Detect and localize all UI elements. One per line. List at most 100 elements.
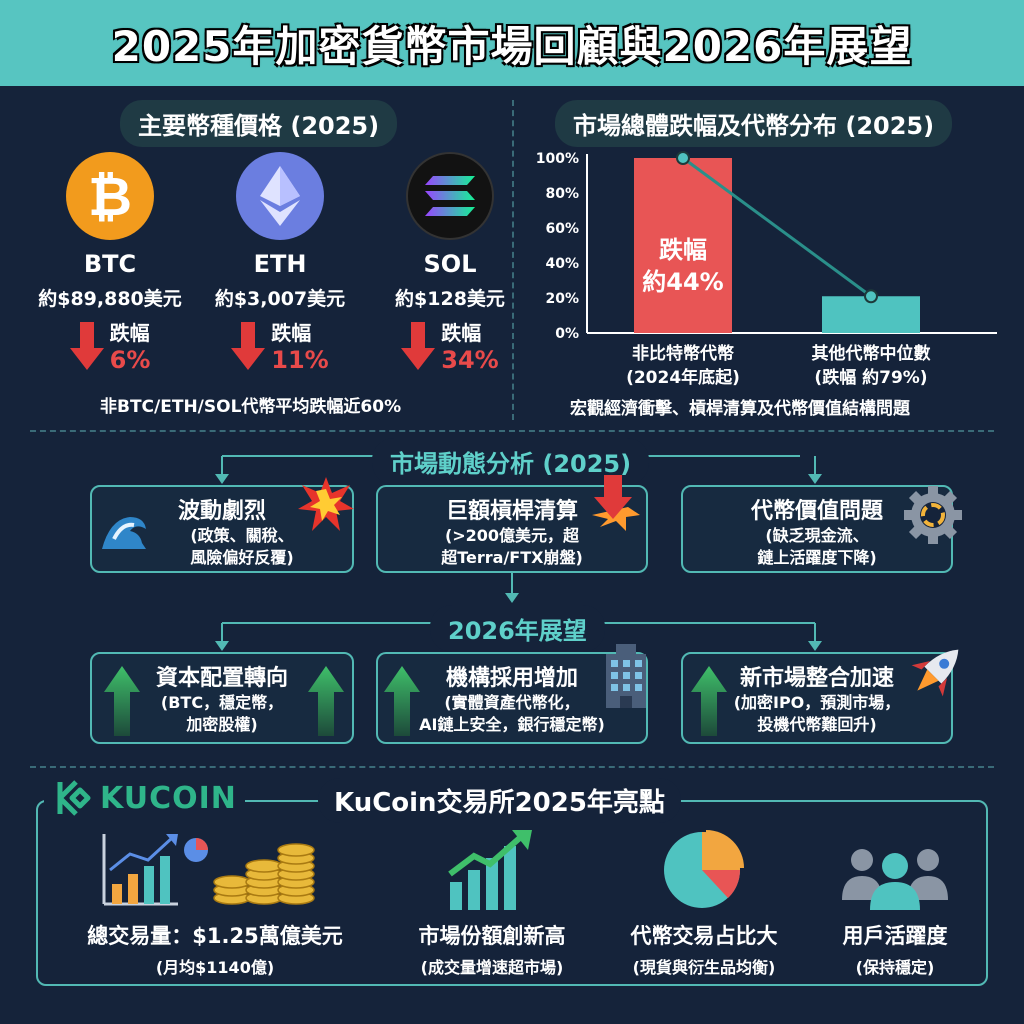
card-sub: (BTC，穩定幣， [160,693,284,712]
bar [634,158,732,333]
coin-stack-icon [213,843,315,905]
x-category-label: 非比特幣代幣 [632,343,734,364]
highlight-sub: (現貨與衍生品均衡) [632,958,776,977]
y-tick-label: 0% [555,326,579,342]
arrow-up-icon [691,666,727,736]
trend-point [676,151,690,165]
dynamics-heading: 市場動態分析 (2025) [372,438,650,485]
section-divider [30,766,994,768]
y-tick-label: 40% [545,256,579,272]
y-tick-label: 20% [545,291,579,307]
page-title: 2025年加密貨幣市場回顧與2026年展望 [111,21,913,71]
prices-heading: 主要幣種價格 (2025) [120,100,398,147]
chart-footnote: 宏觀經濟衝擊、槓桿清算及代幣價值結構問題 [570,399,910,419]
kucoin-heading: KuCoin交易所2025年亮點 [318,778,681,823]
bar-data-label: 跌幅 [659,236,707,264]
outlook-card: 新市場整合加速 (加密IPO，預測市場， 投機代幣難回升) [681,649,959,744]
card-title: 代幣價值問題 [750,499,883,524]
y-tick-label: 80% [545,186,579,202]
bar-data-label: 約44% [642,268,723,296]
rocket-icon [911,649,959,697]
card-sub: 加密股權) [186,714,258,734]
x-category-label: 其他代幣中位數 [812,343,931,364]
outlook-heading: 2026年展望 [430,605,605,652]
explosion-icon [298,477,354,531]
section-divider [512,100,514,420]
coin-btc: ₿ BTC 約$89,880美元 跌幅 6% [25,152,195,374]
x-category-label: (2024年底起) [626,367,740,388]
trend-line [682,156,872,298]
prices-note: 非BTC/ETH/SOL代幣平均跌幅近60% [100,397,402,417]
coin-symbol: SOL [423,250,477,278]
outlook-card: 資本配置轉向 (BTC，穩定幣， 加密股權) [90,652,354,744]
highlight-sub: (成交量增速超市場) [420,958,564,977]
highlight-label: 總交易量：$1.25萬億美元 [87,924,343,948]
card-title: 資本配置轉向 [155,666,288,691]
drop-label: 跌幅 [441,321,482,345]
card-sub: (政策、關稅、 [190,526,294,545]
kucoin-logo: KUCOIN [44,780,245,816]
card-title: 巨額槓桿清算 [445,499,578,524]
y-tick-label: 60% [545,221,579,237]
crash-arrow-icon [592,475,640,531]
coin-symbol: BTC [83,250,137,278]
coin-price: 約$128美元 [395,288,505,310]
users-icon [842,849,948,910]
kucoin-logo-text: KUCOIN [100,780,237,816]
drop-label: 跌幅 [271,321,312,345]
card-sub: 鏈上活躍度下降) [757,547,877,567]
highlight-token-trading: 代幣交易占比大 (現貨與衍生品均衡) [604,920,804,978]
arrow-up-icon [384,666,420,736]
card-sub: 超Terra/FTX崩盤) [441,547,583,567]
card-sub: (缺乏現金流、 [765,526,869,545]
x-category-label: (跌幅 約79%) [814,367,927,388]
market-share-chart-icon [448,830,532,910]
growth-chart-icon [102,834,208,906]
coin-price: 約$3,007美元 [214,288,346,310]
card-title: 新市場整合加速 [739,666,894,691]
dynamics-card: 巨額槓桿清算 (>200億美元，超 超Terra/FTX崩盤) [376,475,648,573]
card-sub: AI鏈上安全，銀行穩定幣) [419,714,605,734]
dynamics-card: 波動劇烈 (政策、關稅、 風險偏好反覆) [90,477,354,573]
dynamics-card: 代幣價值問題 (缺乏現金流、 鏈上活躍度下降) [681,485,962,573]
kucoin-logo-icon [57,780,91,816]
highlight-users: 用戶活躍度 (保持穩定) [810,920,980,978]
title-bar: 2025年加密貨幣市場回顧與2026年展望 [0,0,1024,86]
highlight-label: 用戶活躍度 [842,924,948,948]
arrow-down-icon [401,321,436,370]
arrow-up-icon [308,666,344,736]
highlight-share: 市場份額創新高 (成交量增速超市場) [392,920,592,978]
coin-drop: 跌幅 11% [195,317,365,374]
card-sub: (>200億美元，超 [444,526,580,545]
ethereum-icon [236,152,324,240]
wave-icon [102,517,146,549]
highlight-sub: (月均$1140億) [155,958,275,977]
pie-chart-icon [664,830,744,908]
drop-label: 跌幅 [109,321,150,345]
y-tick-label: 100% [536,151,579,167]
card-sub: (實體資產代幣化， [444,693,580,712]
coin-drop: 跌幅 34% [365,317,535,374]
card-title: 波動劇烈 [177,499,266,524]
coin-sol: SOL 約$128美元 跌幅 34% [365,152,535,374]
solana-icon [406,152,494,240]
highlight-label: 市場份額創新高 [418,924,566,948]
drop-pct: 34% [441,346,499,374]
bitcoin-icon: ₿ [66,152,154,240]
trend-point [864,289,878,304]
highlight-label: 代幣交易占比大 [630,924,778,948]
coin-symbol: ETH [253,250,307,278]
coin-row: ₿ BTC 約$89,880美元 跌幅 6% ETH 約$3,007美元 跌幅 11… [25,152,535,374]
arrow-down-icon [231,321,266,370]
highlight-sub: (保持穩定) [855,958,935,977]
gear-icon [904,486,962,544]
card-sub: (加密IPO，預測市場， [733,693,901,712]
section-divider [30,430,994,432]
card-sub: 投機代幣難回升) [757,714,877,734]
arrow-down-icon [69,321,104,370]
coin-drop: 跌幅 6% [25,317,195,374]
drop-pct: 11% [271,346,329,374]
coin-price: 約$89,880美元 [38,288,182,310]
chart-heading: 市場總體跌幅及代幣分布 (2025) [555,100,953,147]
coin-eth: ETH 約$3,007美元 跌幅 11% [195,152,365,374]
